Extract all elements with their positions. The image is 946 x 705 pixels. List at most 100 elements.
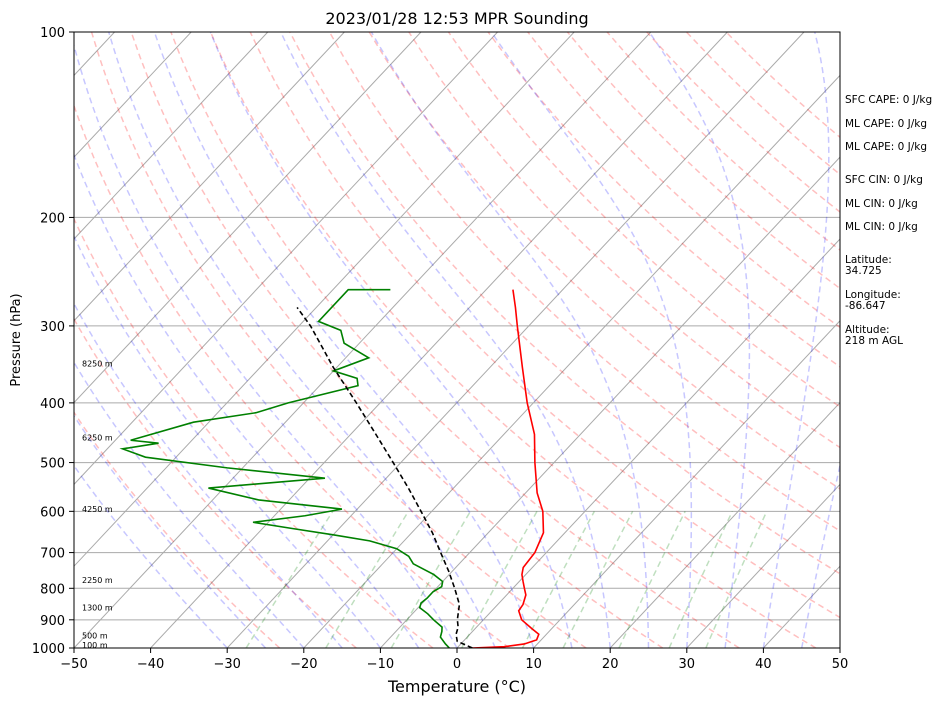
x-tick-label: −40 <box>137 657 164 672</box>
mixing-ratio-line <box>461 510 538 648</box>
x-axis-label: Temperature (°C) <box>387 677 526 696</box>
dry-adiabat-line <box>447 32 840 408</box>
mixing-ratio-line <box>668 511 734 648</box>
isotherm-line <box>609 401 840 648</box>
plot-frame <box>73 31 841 649</box>
ml-cin-stat: ML CIN: 0 J/kg <box>845 198 918 210</box>
y-tick-label: 300 <box>40 320 65 335</box>
isotherm-line <box>74 32 345 322</box>
y-tick-label: 100 <box>40 26 65 41</box>
height-label: 100 m <box>82 641 108 650</box>
y-tick-label: 1000 <box>32 642 65 657</box>
isotherm-line <box>226 32 805 648</box>
moist-adiabat-line <box>74 361 305 648</box>
ml-cin-stat-2: ML CIN: 0 J/kg <box>845 221 918 233</box>
background-lines <box>74 32 840 648</box>
moist-adiabat-line <box>74 42 458 648</box>
mixing-ratio-line <box>562 510 634 648</box>
y-tick-label: 900 <box>40 614 65 629</box>
moist-adiabat-line <box>74 414 267 648</box>
isotherm-line <box>74 32 192 158</box>
moist-adiabat-line <box>74 464 228 648</box>
dry-adiabat-line <box>209 32 817 648</box>
altitude-stat: Altitude: 218 m AGL <box>845 324 903 347</box>
height-label: 8250 m <box>82 359 113 368</box>
moist-adiabat-line <box>209 32 573 648</box>
mixing-ratio-line <box>521 510 596 648</box>
moist-adiabat-line <box>74 302 343 648</box>
isotherm-line <box>380 156 840 648</box>
dry-adiabat-line <box>289 32 840 575</box>
ml-cape-stat-2: ML CAPE: 0 J/kg <box>845 141 928 153</box>
isotherm-line <box>303 74 840 648</box>
moist-adiabat-line <box>108 32 496 648</box>
x-axis-ticks: −50 −40 −30 −20 −10 0 10 20 30 40 50 <box>60 648 848 672</box>
isotherm-line <box>74 32 575 567</box>
moist-adiabat-line <box>762 32 830 648</box>
x-tick-label: 20 <box>602 657 619 672</box>
dry-adiabat-line <box>249 32 840 619</box>
height-label: 4250 m <box>82 505 113 514</box>
sfc-cape-stat: SFC CAPE: 0 J/kg <box>845 94 933 106</box>
moist-adiabat-line <box>370 32 650 648</box>
chart-title: 2023/01/28 12:53 MPR Sounding <box>325 9 588 28</box>
temperature-profile-line <box>472 289 545 648</box>
height-label: 1300 m <box>82 604 113 613</box>
height-label: 2250 m <box>82 576 113 585</box>
x-tick-label: −30 <box>213 657 240 672</box>
dry-adiabat-line <box>130 32 664 648</box>
sfc-cin-stat: SFC CIN: 0 J/kg <box>845 174 923 186</box>
isotherm-line <box>74 32 498 486</box>
mixing-ratio-line <box>245 510 334 648</box>
x-tick-label: −50 <box>60 657 87 672</box>
dry-adiabat-line <box>170 32 740 648</box>
moist-adiabat-line <box>74 234 381 648</box>
height-label: 500 m <box>82 632 108 641</box>
y-tick-label: 700 <box>40 547 65 562</box>
x-tick-label: 10 <box>525 657 542 672</box>
y-tick-label: 400 <box>40 397 65 412</box>
y-tick-label: 800 <box>40 582 65 597</box>
isotherm-line <box>74 32 652 648</box>
mixing-ratio-line <box>390 510 472 648</box>
series-lines <box>119 288 545 648</box>
x-tick-label: 30 <box>679 657 696 672</box>
height-label: 6250 m <box>82 433 113 442</box>
latitude-stat: Latitude: 34.725 <box>845 254 892 277</box>
moist-adiabat-line <box>74 152 420 648</box>
dry-adiabat-line <box>74 410 281 648</box>
mixing-ratio-line <box>705 511 768 648</box>
dewpoint-profile-line <box>119 288 450 648</box>
moist-adiabat-line <box>153 32 535 648</box>
y-axis-ticks: 1000 900 800 700 600 500 400 300 200 100 <box>32 26 74 657</box>
y-axis-label: Pressure (hPa) <box>9 293 24 386</box>
isotherm-line <box>686 483 840 648</box>
ml-cape-stat: ML CAPE: 0 J/kg <box>845 118 928 130</box>
y-tick-label: 200 <box>40 211 65 226</box>
x-tick-label: 40 <box>755 657 772 672</box>
mixing-ratio-line <box>618 511 686 648</box>
dry-adiabat-line <box>368 32 840 490</box>
x-tick-label: 0 <box>453 657 461 672</box>
dry-adiabat-line <box>328 32 840 532</box>
x-tick-label: 50 <box>832 657 849 672</box>
isotherm-line <box>456 238 840 648</box>
isotherm-line <box>150 32 728 648</box>
y-tick-label: 600 <box>40 505 65 520</box>
dry-adiabat-line <box>74 217 434 648</box>
isotherm-line <box>533 320 840 648</box>
x-tick-label: −10 <box>367 657 394 672</box>
moist-adiabat-line <box>280 32 611 648</box>
mixing-ratio-line <box>325 510 410 648</box>
x-tick-label: −20 <box>290 657 317 672</box>
dry-adiabat-line <box>74 103 510 648</box>
moist-adiabat-line <box>648 32 751 648</box>
y-tick-label: 500 <box>40 457 65 472</box>
dry-adiabat-line <box>487 32 840 368</box>
dry-adiabat-line <box>527 32 840 329</box>
longitude-stat: Longitude: -86.647 <box>845 289 901 312</box>
dry-adiabat-line <box>90 32 587 648</box>
moist-adiabat-line <box>800 462 840 648</box>
